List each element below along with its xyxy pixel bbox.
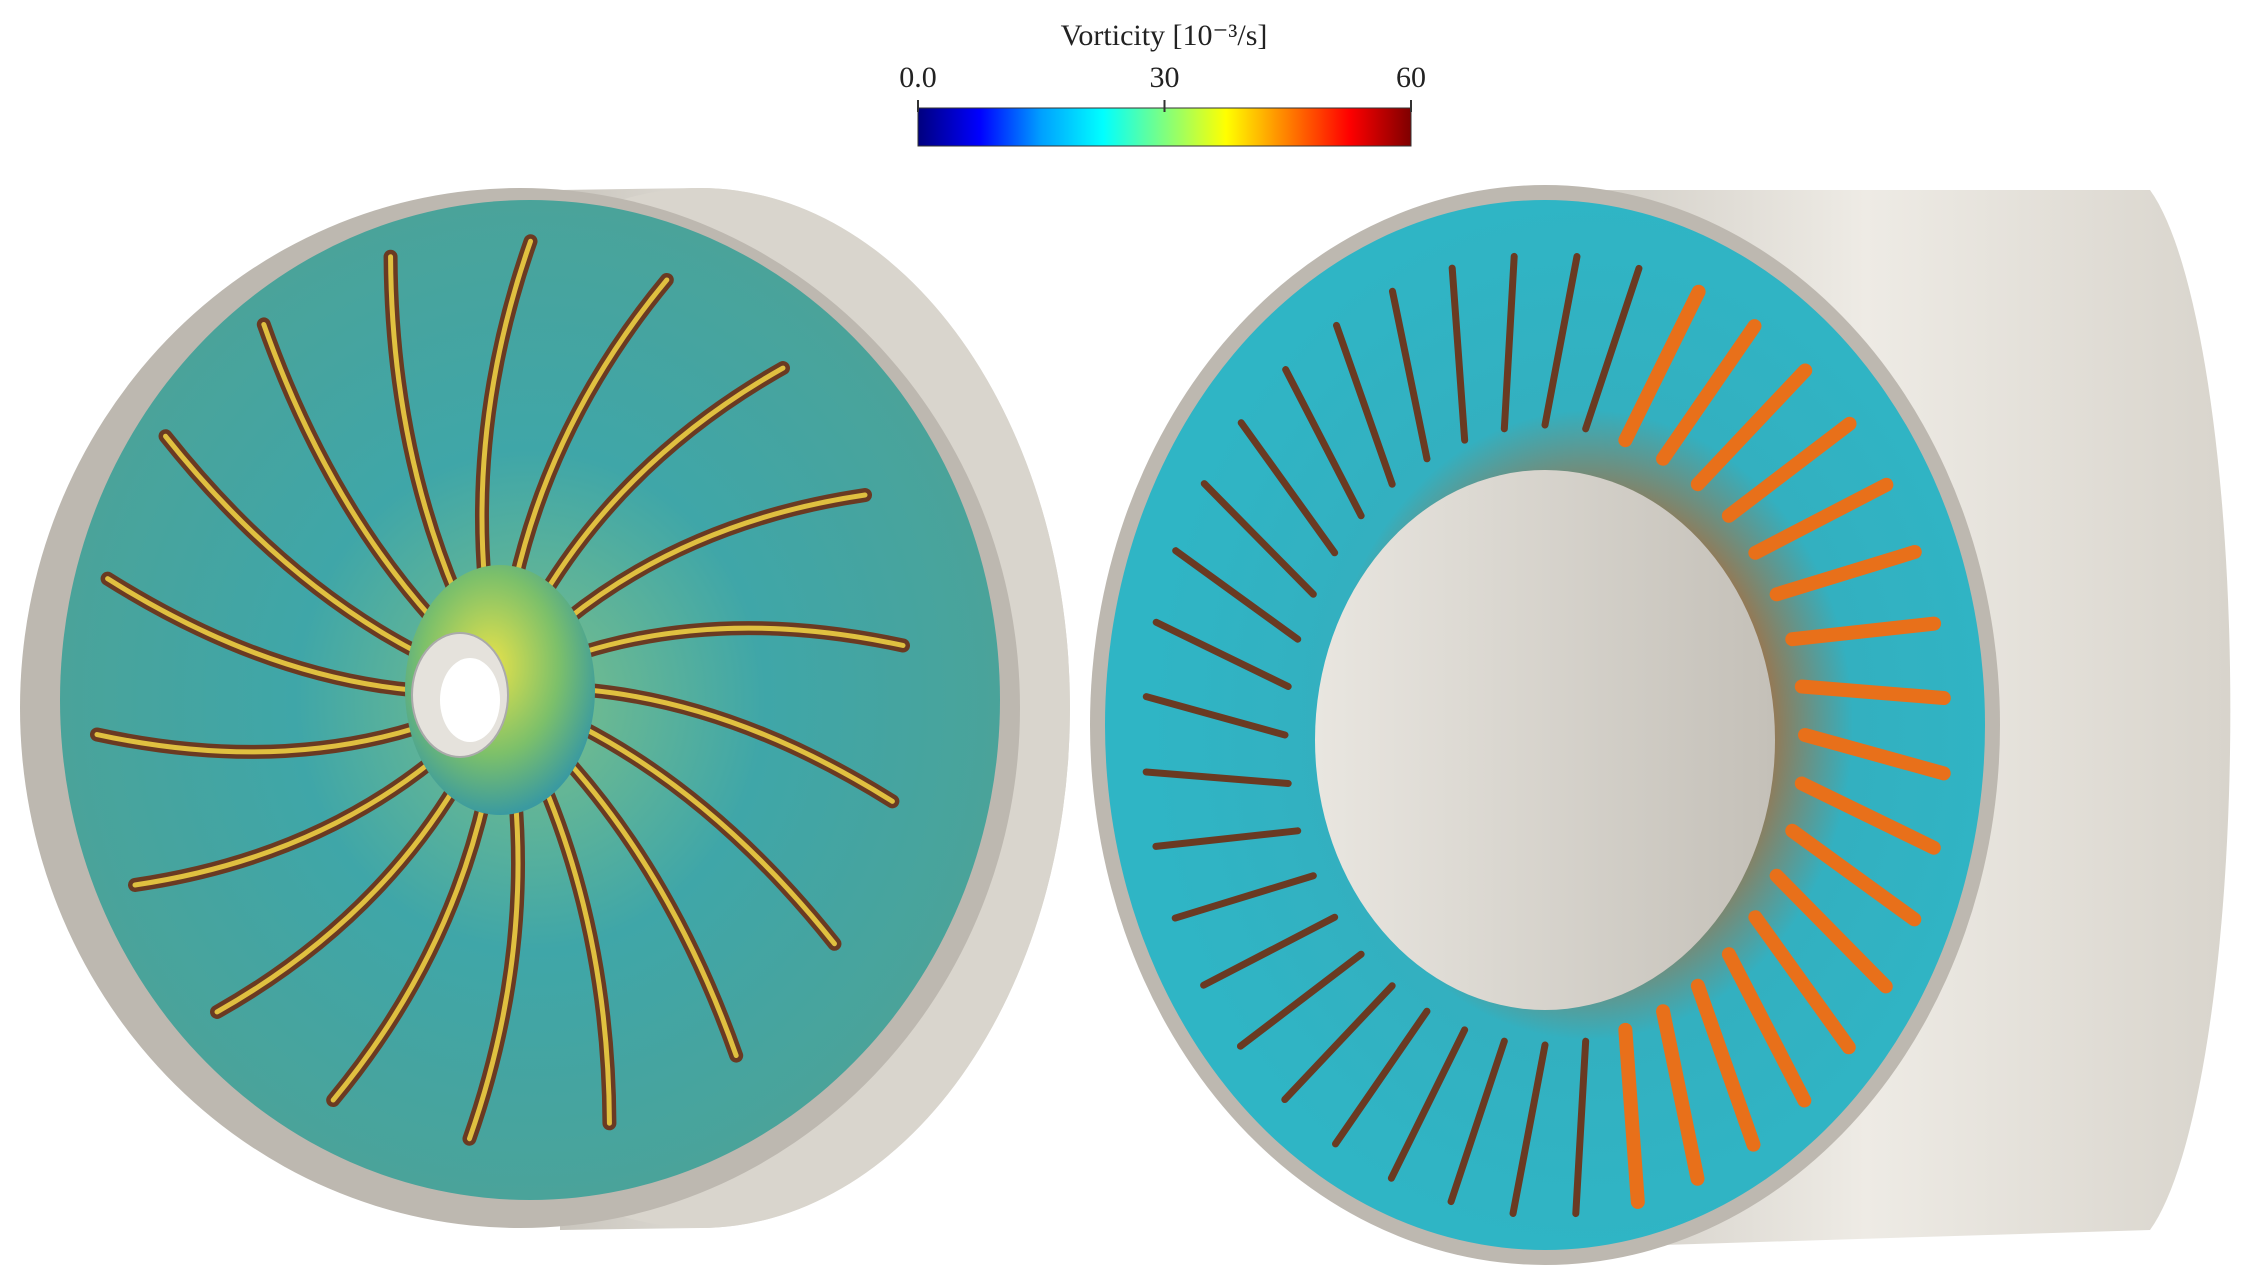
vane [1769, 544, 1922, 602]
blade-highlight [564, 492, 868, 622]
vane [1500, 252, 1518, 433]
blade-highlight [105, 576, 415, 693]
colorbar-ramp [917, 107, 1412, 147]
center-bore [1315, 470, 1775, 1010]
vane [1332, 321, 1396, 488]
left-turbine [20, 188, 1070, 1230]
vane [1690, 978, 1761, 1152]
vane [1748, 910, 1856, 1055]
blade-highlight [388, 254, 459, 598]
vane [1509, 1041, 1549, 1217]
blade-highlight [541, 782, 612, 1126]
vane [1282, 366, 1365, 520]
vane [1794, 776, 1941, 855]
blade-highlight [330, 795, 488, 1103]
vane [1200, 480, 1317, 598]
vane [1281, 982, 1396, 1104]
colorbar-tick-label: 0.0 [899, 61, 937, 94]
vane [1721, 416, 1857, 523]
blades [89, 234, 911, 1146]
vane [1656, 319, 1762, 466]
blade-highlight [479, 238, 534, 585]
vane [1447, 1037, 1508, 1206]
vane [1721, 947, 1812, 1108]
vane [1798, 728, 1951, 781]
vane [1388, 287, 1431, 463]
colorbar-ticks: 0.0 30 60 [899, 61, 1426, 112]
vane [1236, 950, 1365, 1050]
vane [1618, 1022, 1645, 1209]
blade-highlight [261, 321, 436, 622]
vane [1748, 477, 1894, 560]
vane [1332, 1007, 1431, 1148]
vane [1142, 693, 1289, 739]
blade-highlight [466, 795, 521, 1142]
colorbar-tick-label: 30 [1150, 61, 1180, 94]
vane [1172, 547, 1302, 643]
vane [1541, 253, 1581, 429]
blade-highlight [564, 758, 739, 1059]
vane [1618, 284, 1706, 448]
vane [1769, 868, 1893, 994]
vane [1152, 618, 1292, 691]
vane [1582, 264, 1643, 433]
vane [1152, 827, 1302, 850]
vane [1785, 823, 1922, 927]
blade-highlight [541, 365, 786, 598]
vane [1690, 363, 1813, 492]
vane [1200, 913, 1339, 989]
blade-highlight [580, 625, 906, 655]
colorbar: Vorticity [10⁻³/s] 0.0 30 60 [899, 19, 1426, 147]
vane [1785, 616, 1942, 647]
blade-highlight [94, 725, 420, 755]
vane [1794, 679, 1951, 706]
colorbar-title: Vorticity [10⁻³/s] [1061, 19, 1268, 52]
vane [1142, 768, 1292, 787]
vane [1572, 1037, 1590, 1218]
colorbar-tick-label: 60 [1396, 61, 1426, 94]
vane [1448, 264, 1469, 444]
blade-highlight [132, 758, 436, 888]
blade-highlight [214, 782, 459, 1015]
hub-hole [440, 658, 500, 742]
vane [1656, 1004, 1705, 1186]
blade-highlight [585, 687, 895, 804]
blade-highlight [580, 725, 837, 947]
blade-highlight [163, 433, 420, 655]
right-turbine [1090, 185, 2231, 1265]
vane [1387, 1026, 1469, 1182]
vane [1171, 872, 1317, 922]
vanes [1142, 252, 1951, 1218]
vane [1237, 419, 1339, 557]
blade-highlight [512, 277, 670, 585]
